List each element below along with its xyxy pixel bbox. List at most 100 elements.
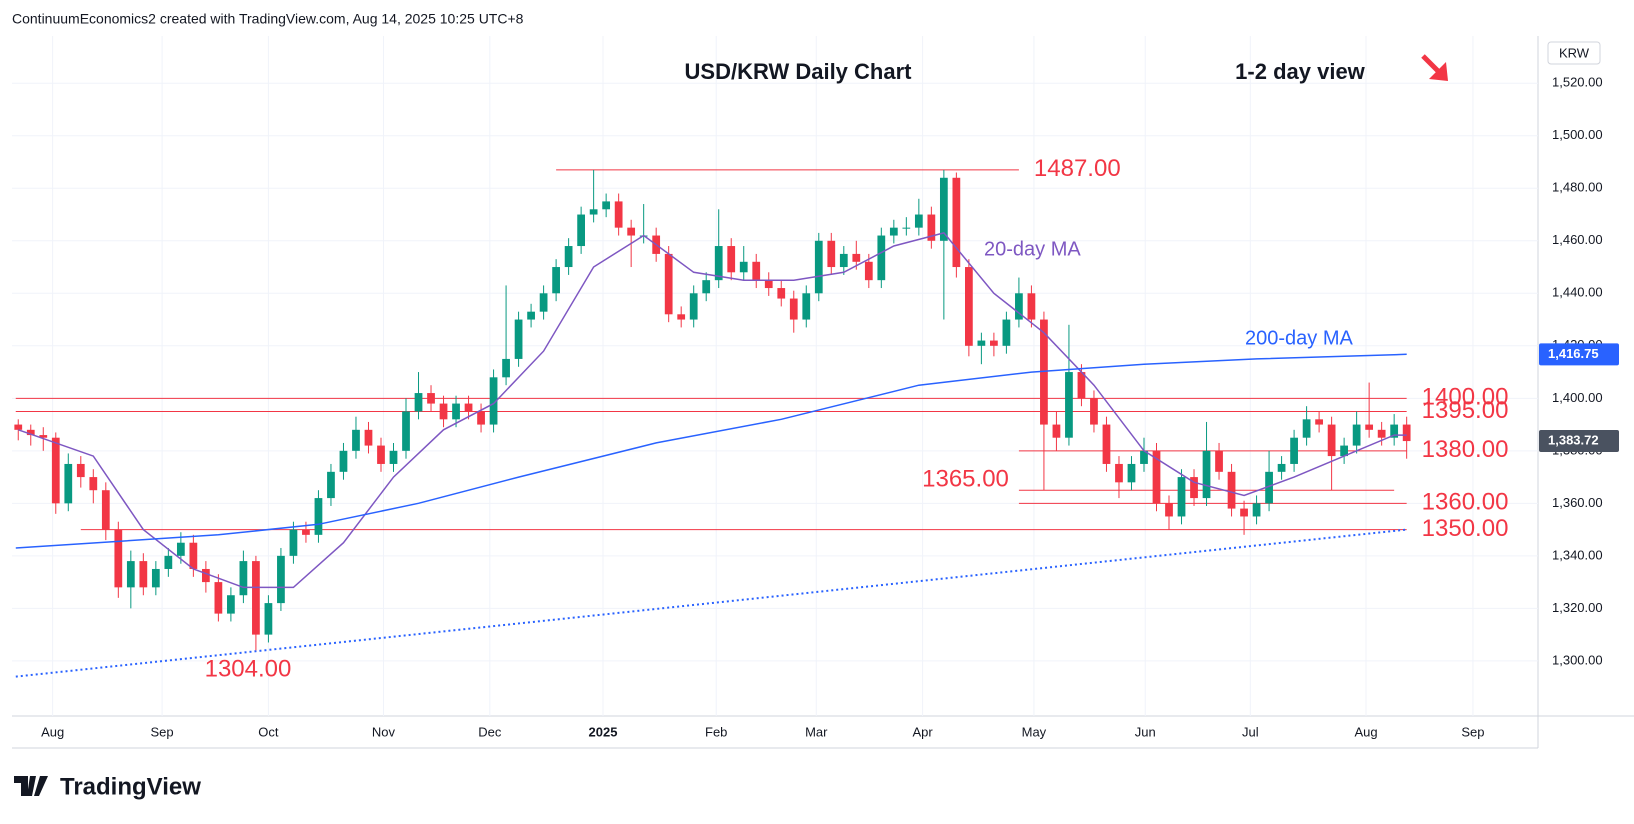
y-tick-label: 1,500.00 — [1552, 127, 1603, 142]
candle-body — [352, 429, 360, 451]
candle-body — [1152, 450, 1161, 504]
candle-body — [827, 240, 836, 268]
candle-body — [527, 311, 535, 320]
candle-body — [1102, 424, 1111, 464]
candle-body — [1027, 293, 1036, 320]
candle-body — [714, 246, 723, 281]
candle-body — [990, 340, 998, 346]
level-label: 1360.00 — [1422, 489, 1509, 516]
moving-average — [18, 232, 1407, 589]
candle-body — [539, 293, 548, 312]
candle-body — [452, 403, 460, 420]
candle-body — [1365, 424, 1374, 430]
candle-body — [514, 319, 523, 359]
candle-body — [939, 177, 948, 241]
candle-body — [1240, 508, 1248, 517]
candle-body — [26, 429, 35, 436]
level-label: 1400.00 — [1422, 384, 1509, 411]
candle-body — [76, 463, 85, 478]
candle-body — [489, 377, 498, 425]
candle-body — [764, 280, 773, 289]
y-tick-label: 1,440.00 — [1552, 285, 1603, 300]
level-label: 1487.00 — [1034, 155, 1121, 182]
candle-body — [214, 582, 223, 614]
y-tick-label: 1,520.00 — [1552, 75, 1603, 90]
logo: TradingView — [14, 773, 201, 800]
moving-average — [15, 353, 1407, 549]
candle-body — [964, 267, 973, 346]
candle-body — [602, 201, 611, 210]
candle-body — [1340, 445, 1349, 457]
candle-body — [377, 445, 385, 464]
candle-body — [277, 555, 285, 604]
candle-body — [702, 280, 711, 294]
candle-body — [414, 393, 423, 412]
candle-body — [1127, 463, 1136, 483]
candle-body — [364, 429, 373, 446]
candle-body — [864, 261, 873, 281]
candle-body — [1390, 424, 1399, 438]
x-tick-label: Apr — [912, 724, 933, 739]
candle-body — [589, 209, 598, 215]
candle-body — [164, 555, 173, 569]
x-tick-label: Aug — [1354, 724, 1377, 739]
logo-text: TradingView — [60, 773, 201, 800]
chart-title: USD/KRW Daily Chart — [685, 59, 913, 84]
candle-body — [327, 471, 335, 499]
x-tick-label: Dec — [478, 724, 502, 739]
candle-body — [289, 529, 298, 556]
candle-body — [914, 214, 923, 228]
candle-body — [1302, 419, 1311, 438]
candle-body — [1065, 372, 1073, 438]
candle-body — [464, 403, 473, 412]
price-tag — [1539, 343, 1619, 366]
candle-body — [627, 227, 636, 236]
candle-body — [664, 253, 673, 315]
candle-body — [1140, 450, 1148, 464]
candle-body — [889, 227, 898, 236]
candle-body — [1315, 419, 1323, 425]
candle-body — [339, 450, 348, 472]
x-tick-label: Oct — [258, 724, 279, 739]
x-tick-label: Jun — [1135, 724, 1156, 739]
candle-body — [927, 214, 936, 241]
candle-body — [101, 490, 110, 530]
level-label: 1350.00 — [1422, 515, 1509, 542]
currency: KRW — [1559, 45, 1590, 60]
candle-body — [739, 261, 748, 273]
candle-body — [1377, 429, 1386, 438]
arrow-icon — [1421, 54, 1448, 81]
candle-body — [1002, 319, 1011, 346]
candle-body — [564, 246, 573, 268]
ma20-label: 20-day MA — [984, 238, 1081, 260]
candle-body — [1277, 463, 1286, 472]
x-tick-label: 2025 — [589, 724, 618, 739]
candle-body — [239, 561, 248, 596]
x-tick-label: Sep — [1461, 724, 1484, 739]
candle-body — [477, 411, 485, 425]
candle-body — [114, 529, 123, 588]
candle-body — [689, 293, 698, 320]
x-tick-label: Mar — [805, 724, 828, 739]
candle-body — [814, 240, 823, 294]
candle-body — [952, 177, 961, 268]
candle-body — [977, 340, 986, 346]
candle-body — [39, 435, 48, 438]
candle-body — [176, 542, 185, 556]
candle-body — [1202, 450, 1211, 499]
candle-body — [839, 253, 848, 268]
candle-body — [1177, 477, 1186, 517]
candle-body — [189, 542, 198, 569]
candle-body — [402, 411, 410, 451]
candle-body — [1290, 437, 1298, 464]
low-annotation: 1304.00 — [205, 655, 292, 682]
candle-body — [1227, 471, 1236, 509]
candle-body — [302, 529, 310, 535]
y-tick-label: 1,300.00 — [1552, 652, 1603, 667]
y-tick-label: 1,480.00 — [1552, 180, 1603, 195]
candle-body — [252, 561, 260, 635]
y-tick-label: 1,400.00 — [1552, 390, 1603, 405]
price-tag-label: 1,383.72 — [1548, 432, 1599, 447]
